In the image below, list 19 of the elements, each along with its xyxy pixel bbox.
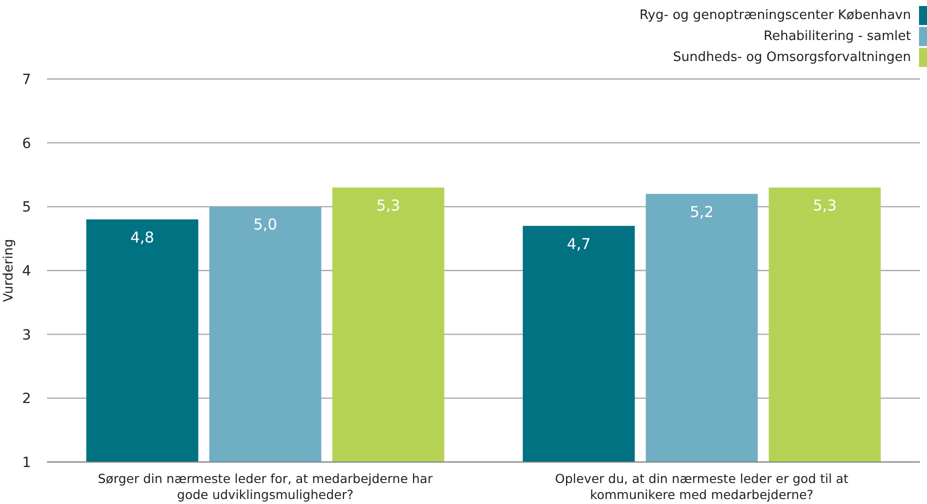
x-tick-label: Oplever du, at din nærmeste leder er god til at kommunikere med medarbejderne? xyxy=(555,470,849,502)
y-tick-label: 1 xyxy=(22,455,31,471)
data-label: 5,3 xyxy=(812,196,837,215)
y-tick-label: 2 xyxy=(22,391,31,408)
y-tick-label: 3 xyxy=(22,327,31,344)
x-tick-label: Sørger din nærmeste leder for, at medarbejderne har gode udviklingsmuligheder? xyxy=(98,470,434,502)
y-tick-label: 4 xyxy=(22,264,32,280)
data-label: 5,2 xyxy=(690,202,714,221)
legend-label: Sundheds- og Omsorgsforvaltningen xyxy=(673,50,911,64)
y-axis-title: Vurdering xyxy=(2,238,17,302)
y-tick-label: 7 xyxy=(22,72,31,88)
data-label: 4,7 xyxy=(566,234,591,253)
y-tick-label: 6 xyxy=(22,136,32,152)
data-label: 4,8 xyxy=(130,228,154,246)
legend-label: Rehabilitering - samlet xyxy=(764,28,911,44)
data-label: 5,0 xyxy=(253,216,278,234)
data-label: 5,3 xyxy=(376,196,400,215)
y-tick-label: 5 xyxy=(22,200,31,216)
legend-label: Ryg- og genoptræningscenter København xyxy=(639,8,911,22)
